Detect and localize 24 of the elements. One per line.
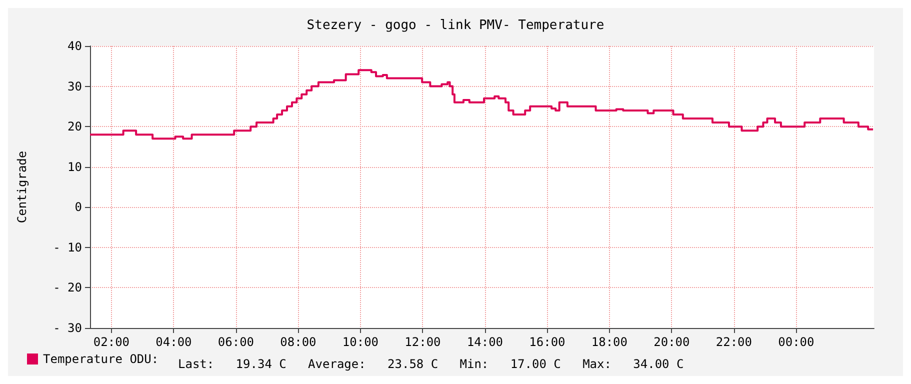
x-tick-label: 16:00 xyxy=(529,335,566,349)
x-tick-label: 00:00 xyxy=(778,335,814,349)
x-tick-label: 10:00 xyxy=(342,335,379,349)
legend-label: Temperature ODU: xyxy=(43,352,159,366)
y-axis-title: Centigrade xyxy=(15,150,29,224)
chart-title: Stezery - gogo - link PMV- Temperature xyxy=(306,18,604,33)
y-tick-label: 0 xyxy=(74,200,82,214)
x-tick-label: 02:00 xyxy=(93,335,130,349)
y-tick-label: 20 xyxy=(68,120,82,134)
x-tick-label: 22:00 xyxy=(716,335,752,349)
y-tick-label: - 20 xyxy=(53,280,82,295)
y-tick-label: 10 xyxy=(68,160,82,174)
x-tick-label: 14:00 xyxy=(466,335,504,349)
x-tick-label: 06:00 xyxy=(218,335,254,349)
y-tick-label: - 10 xyxy=(53,240,82,254)
x-tick-label: 20:00 xyxy=(654,335,690,349)
text: Last: 19.34 C Average: 23.58 C Min: 17.00 C Max: 34.00 C xyxy=(178,357,684,371)
y-tick-label: - 30 xyxy=(53,321,82,335)
x-tick-label: 18:00 xyxy=(591,335,628,349)
y-tick-label: 40 xyxy=(68,39,82,53)
x-tick-label: 08:00 xyxy=(280,335,316,349)
x-tick-label: 04:00 xyxy=(156,335,192,349)
x-tick-label: 12:00 xyxy=(404,335,441,349)
y-tick-label: 30 xyxy=(68,79,82,94)
